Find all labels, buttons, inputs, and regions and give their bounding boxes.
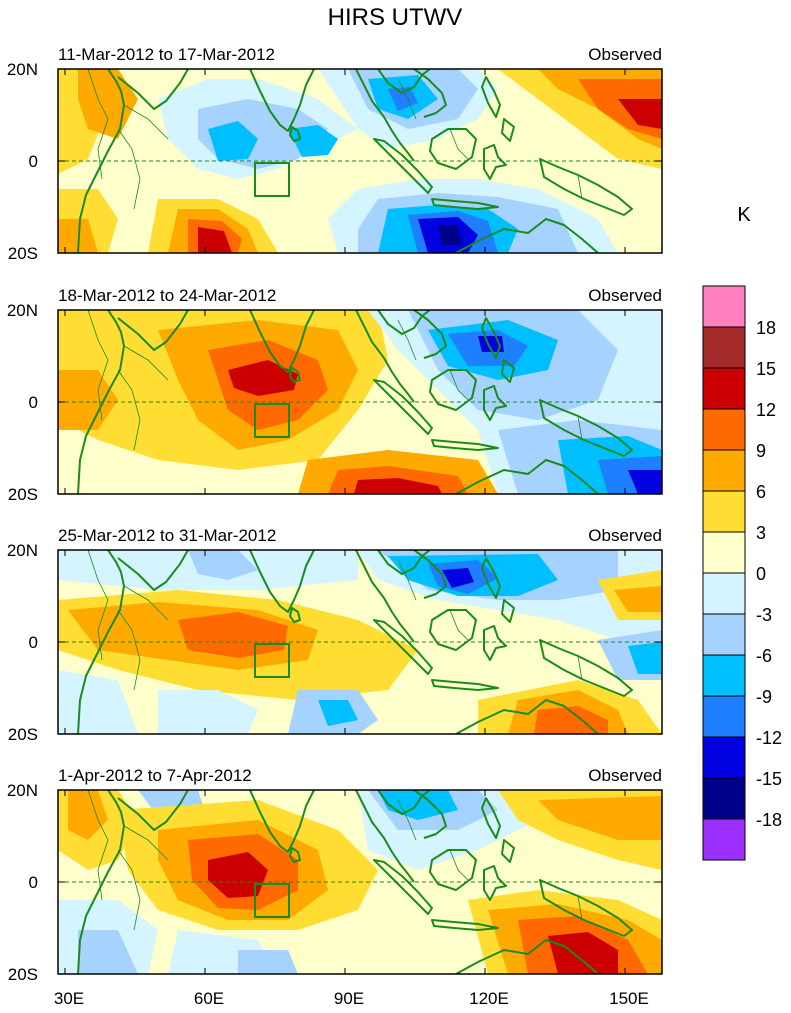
panel-1-date-range: 11-Mar-2012 to 17-Mar-2012 bbox=[58, 45, 275, 64]
colorbar-label: 6 bbox=[756, 482, 766, 502]
colorbar-swatch bbox=[702, 285, 746, 328]
axis-ticks bbox=[58, 68, 662, 975]
lat-label: 20S bbox=[8, 244, 38, 263]
colorbar-swatch bbox=[702, 490, 746, 533]
colorbar-label: 15 bbox=[756, 359, 776, 379]
colorbar-unit: K bbox=[737, 204, 751, 226]
figure-title: HIRS UTWV bbox=[328, 4, 463, 31]
colorbar-label: 0 bbox=[756, 564, 766, 584]
lat-label: 0 bbox=[29, 152, 38, 171]
colorbar-swatch bbox=[702, 367, 746, 410]
lat-label: 0 bbox=[29, 633, 38, 652]
colorbar-label: -18 bbox=[756, 810, 782, 830]
map-panel-2: 18-Mar-2012 to 24-Mar-2012 Observed bbox=[57, 286, 663, 495]
colorbar-label: -15 bbox=[756, 769, 782, 789]
lat-label: 20N bbox=[7, 541, 38, 560]
map-panel-4: 1-Apr-2012 to 7-Apr-2012 Observed bbox=[57, 766, 663, 975]
colorbar-swatch bbox=[702, 326, 746, 369]
colorbar-label: -6 bbox=[756, 646, 772, 666]
colorbar-label: -9 bbox=[756, 687, 772, 707]
panel-3-label: Observed bbox=[588, 526, 662, 545]
colorbar-label: -3 bbox=[756, 605, 772, 625]
lon-label: 120E bbox=[469, 989, 509, 1008]
longitude-labels: 30E 60E 90E 120E 150E bbox=[54, 989, 649, 1008]
latitude-labels: 20N 0 20S 20N 0 20S 20N 0 20S 20N 0 20S bbox=[7, 60, 38, 984]
colorbar-swatch bbox=[702, 695, 746, 738]
lon-label: 60E bbox=[194, 989, 224, 1008]
panel-3-date-range: 25-Mar-2012 to 31-Mar-2012 bbox=[58, 526, 276, 545]
colorbar-label: -12 bbox=[756, 728, 782, 748]
lat-label: 20S bbox=[8, 965, 38, 984]
lat-label: 20N bbox=[7, 301, 38, 320]
colorbar-label: 12 bbox=[756, 400, 776, 420]
panel-4-date-range: 1-Apr-2012 to 7-Apr-2012 bbox=[58, 766, 252, 785]
colorbar: K 18 15 12 9 6 3 0 -3 -6 -9 -12 -15 -18 bbox=[702, 204, 782, 861]
colorbar-swatch bbox=[702, 531, 746, 574]
colorbar-swatch bbox=[702, 613, 746, 656]
colorbar-swatch bbox=[702, 777, 746, 820]
colorbar-swatch bbox=[702, 572, 746, 615]
lat-label: 20N bbox=[7, 781, 38, 800]
colorbar-label: 18 bbox=[756, 318, 776, 338]
panel-2-label: Observed bbox=[588, 286, 662, 305]
lat-label: 20S bbox=[8, 725, 38, 744]
lat-label: 0 bbox=[29, 873, 38, 892]
colorbar-swatch bbox=[702, 654, 746, 697]
map-panel-1: 11-Mar-2012 to 17-Mar-2012 Observed bbox=[57, 45, 663, 254]
panel-4-label: Observed bbox=[588, 766, 662, 785]
colorbar-swatch bbox=[702, 449, 746, 492]
panel-2-date-range: 18-Mar-2012 to 24-Mar-2012 bbox=[58, 286, 276, 305]
colorbar-label: 9 bbox=[756, 441, 766, 461]
lon-label: 30E bbox=[54, 989, 84, 1008]
lat-label: 20N bbox=[7, 60, 38, 79]
panel-1-label: Observed bbox=[588, 45, 662, 64]
lon-label: 150E bbox=[609, 989, 649, 1008]
lat-label: 0 bbox=[29, 393, 38, 412]
colorbar-swatch bbox=[702, 408, 746, 451]
colorbar-label: 3 bbox=[756, 523, 766, 543]
lon-label: 90E bbox=[334, 989, 364, 1008]
colorbar-swatch bbox=[702, 818, 746, 861]
colorbar-swatch bbox=[702, 736, 746, 779]
map-panel-3: 25-Mar-2012 to 31-Mar-2012 Observed bbox=[57, 526, 663, 735]
lat-label: 20S bbox=[8, 485, 38, 504]
